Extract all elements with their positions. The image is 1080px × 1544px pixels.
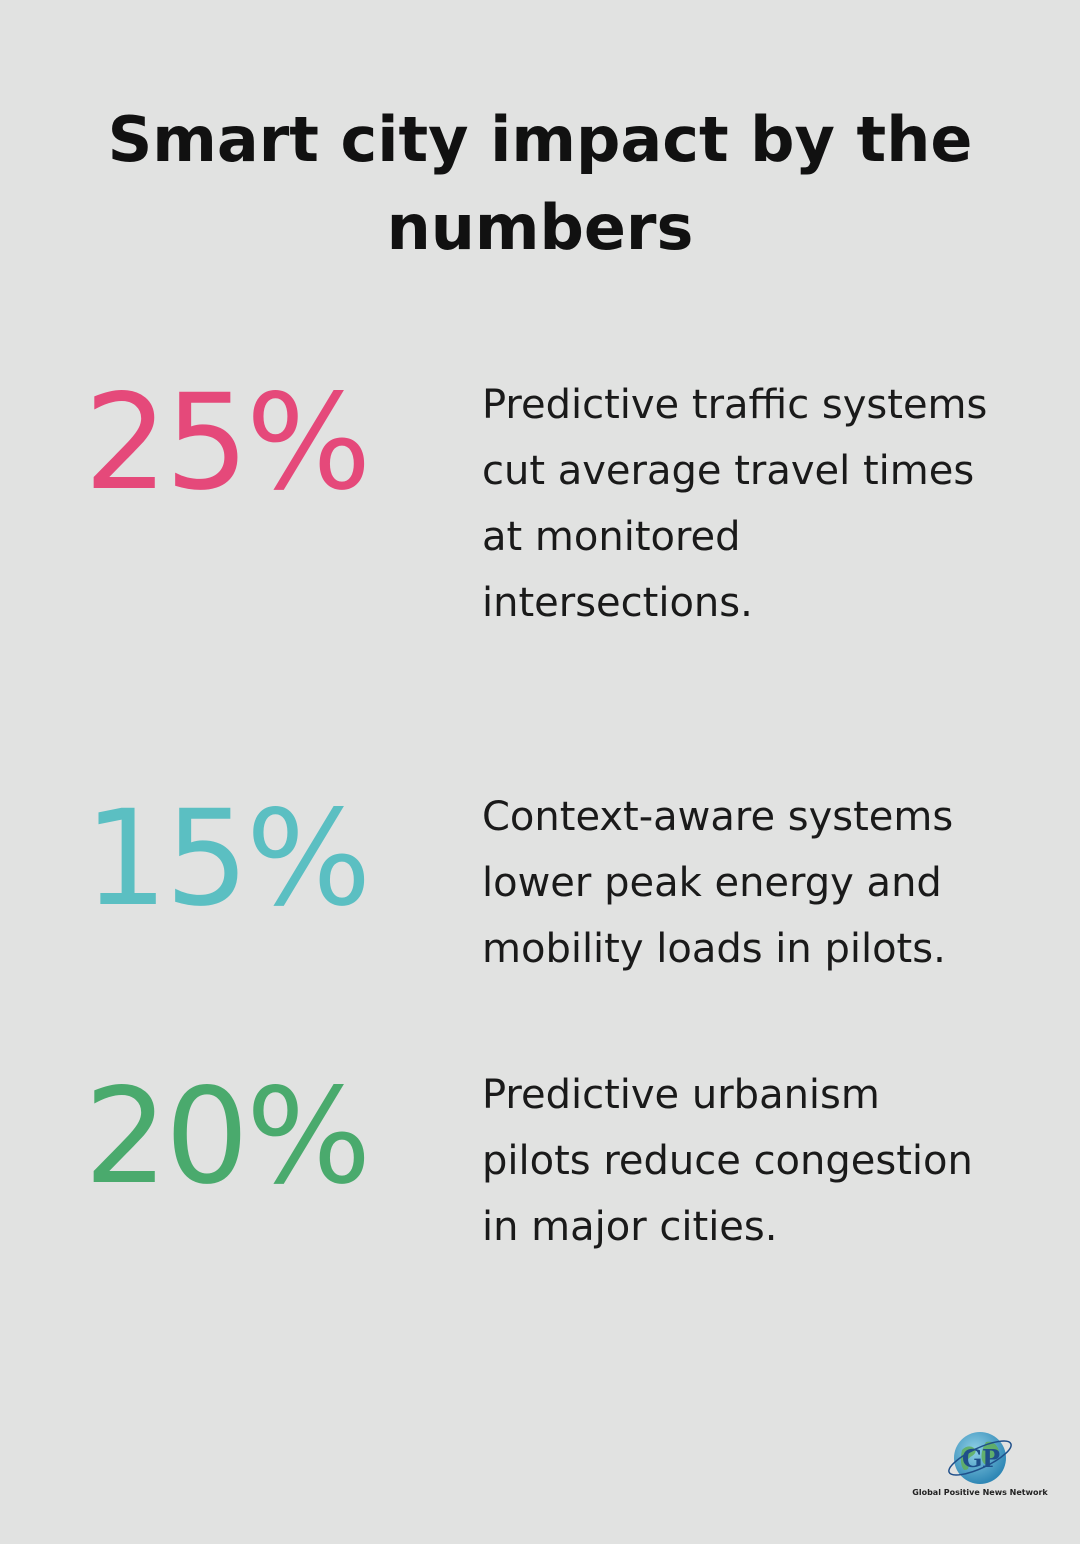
stat-description: Predictive traffic systems cut average t… [482,382,988,626]
stat-value: 20% [84,1060,371,1214]
svg-text:P: P [982,1444,1000,1473]
stat-value: 15% [84,782,371,936]
stat-description: Predictive urbanism pilots reduce conges… [482,1072,973,1250]
globe-icon: G P [948,1432,1012,1484]
stat-description: Context-aware systems lower peak energy … [482,794,954,972]
stat-value: 25% [84,366,371,520]
svg-text:G: G [962,1444,983,1473]
logo-caption: Global Positive News Network [912,1488,1048,1497]
brand-logo: G P Global Positive News Network [910,1420,1050,1510]
page-title: Smart city impact by the numbers [107,103,973,264]
